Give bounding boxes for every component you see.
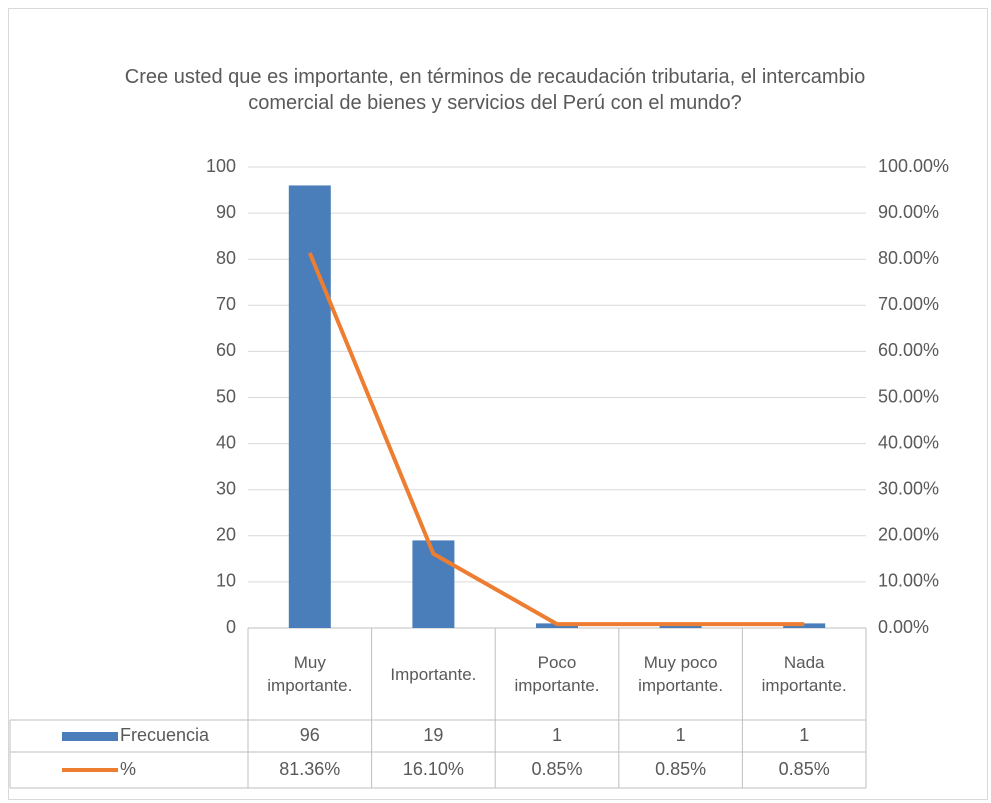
bar [288,185,331,628]
y-tick-label: 80 [216,248,236,268]
y-tick-label: 100 [206,156,236,176]
y-tick-label: 30 [216,478,236,498]
y-tick-label: 60 [216,340,236,360]
y-tick-label: 90 [216,202,236,222]
legend-label: % [120,759,136,779]
chart-border [8,8,988,800]
y-tick-label: 20 [216,525,236,545]
y2-tick-label: 0.00% [878,617,929,637]
table-value: 0.85% [655,759,706,779]
y2-tick-label: 80.00% [878,248,939,268]
x-tick-label: Muy importante. [267,653,353,695]
y2-tick-label: 30.00% [878,478,939,498]
table-value: 0.85% [779,759,830,779]
y2-tick-label: 20.00% [878,525,939,545]
table-value: 81.36% [279,759,340,779]
x-tick-label: Importante. [390,664,477,684]
y-tick-label: 50 [216,386,236,406]
table-value: 16.10% [403,759,464,779]
table-value: 19 [423,725,443,745]
table-value: 96 [300,725,320,745]
y-tick-label: 0 [226,617,236,637]
y2-tick-label: 100.00% [878,156,949,176]
y2-tick-label: 70.00% [878,294,939,314]
legend-key [62,732,118,741]
y-tick-label: 40 [216,432,236,452]
y2-tick-label: 50.00% [878,386,939,406]
chart-title: Cree usted que es importante, en término… [124,66,866,114]
y2-tick-label: 40.00% [878,432,939,452]
x-tick-label: Muy poco importante. [638,653,724,695]
table-value: 1 [799,725,809,745]
table-value: 1 [552,725,562,745]
table-value: 1 [676,725,686,745]
y-tick-label: 10 [216,571,236,591]
line [307,252,805,627]
y2-tick-label: 60.00% [878,340,939,360]
legend-label: Frecuencia [120,725,210,745]
x-tick-label: Poco importante. [514,653,600,695]
y2-tick-label: 90.00% [878,202,939,222]
table-value: 0.85% [531,759,582,779]
y-tick-label: 70 [216,294,236,314]
y2-tick-label: 10.00% [878,571,939,591]
x-tick-label: Nada importante. [761,653,847,695]
